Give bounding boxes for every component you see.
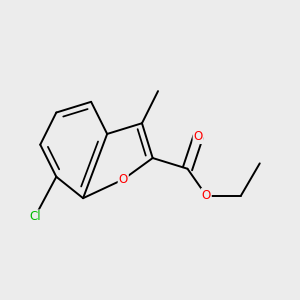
Text: O: O bbox=[202, 189, 211, 202]
Text: O: O bbox=[194, 130, 203, 143]
Text: O: O bbox=[118, 173, 128, 186]
Text: Cl: Cl bbox=[29, 210, 41, 224]
